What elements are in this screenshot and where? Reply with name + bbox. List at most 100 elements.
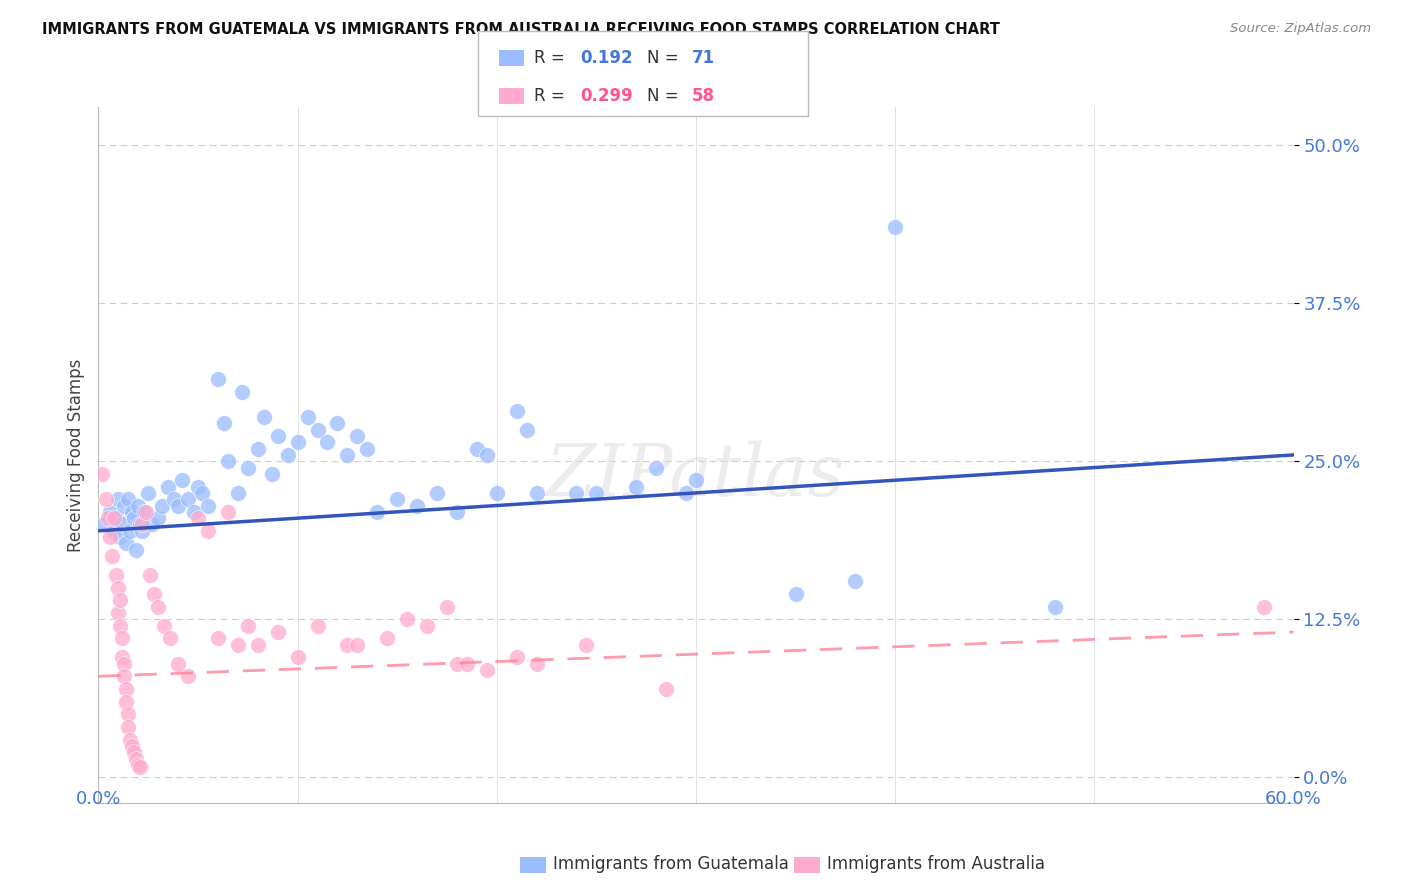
Point: [121, 739, 143, 753]
Point: [526, 486, 548, 500]
Point: [101, 549, 124, 563]
Point: [120, 732, 142, 747]
Point: [645, 460, 668, 475]
Point: [96, 492, 118, 507]
Point: [336, 448, 359, 462]
Point: [1043, 599, 1066, 614]
Point: [436, 599, 458, 614]
Point: [287, 435, 309, 450]
Point: [111, 650, 134, 665]
Point: [326, 417, 349, 431]
Point: [375, 632, 398, 646]
Point: [153, 618, 176, 632]
Point: [141, 517, 163, 532]
Text: Immigrants from Guatemala: Immigrants from Guatemala: [553, 855, 789, 873]
Point: [526, 657, 548, 671]
Point: [475, 448, 498, 462]
Point: [107, 492, 129, 507]
Point: [585, 486, 607, 500]
Point: [136, 486, 159, 500]
Point: [267, 429, 290, 443]
Point: [366, 505, 388, 519]
Point: [516, 423, 538, 437]
Point: [111, 517, 134, 532]
Point: [426, 486, 449, 500]
Point: [117, 707, 139, 722]
Point: [105, 568, 128, 582]
Point: [115, 536, 138, 550]
Point: [98, 505, 122, 519]
Text: IMMIGRANTS FROM GUATEMALA VS IMMIGRANTS FROM AUSTRALIA RECEIVING FOOD STAMPS COR: IMMIGRANTS FROM GUATEMALA VS IMMIGRANTS …: [42, 22, 1000, 37]
Point: [212, 417, 235, 431]
Point: [246, 638, 269, 652]
Text: N =: N =: [647, 87, 683, 105]
Point: [110, 530, 132, 544]
Point: [207, 632, 229, 646]
Point: [112, 499, 135, 513]
Point: [93, 517, 115, 532]
Point: [124, 745, 146, 759]
Point: [120, 524, 142, 538]
Point: [575, 638, 598, 652]
Point: [131, 517, 153, 532]
Point: [131, 524, 153, 538]
Point: [143, 587, 166, 601]
Point: [112, 669, 135, 683]
Point: [121, 505, 143, 519]
Point: [115, 695, 138, 709]
Point: [446, 657, 468, 671]
Text: R =: R =: [534, 49, 571, 67]
Point: [231, 384, 253, 399]
Point: [506, 650, 529, 665]
Point: [197, 499, 219, 513]
Point: [844, 574, 866, 589]
Point: [385, 492, 409, 507]
Point: [163, 492, 186, 507]
Point: [336, 638, 359, 652]
Point: [103, 511, 125, 525]
Point: [107, 581, 129, 595]
Point: [167, 499, 190, 513]
Point: [277, 448, 299, 462]
Point: [346, 429, 368, 443]
Point: [159, 632, 181, 646]
Point: [356, 442, 378, 456]
Point: [217, 454, 239, 468]
Point: [287, 650, 309, 665]
Point: [316, 435, 339, 450]
Point: [167, 657, 190, 671]
Point: [465, 442, 488, 456]
Point: [91, 467, 114, 481]
Point: [236, 460, 259, 475]
Point: [111, 632, 134, 646]
Point: [197, 524, 219, 538]
Point: [177, 492, 200, 507]
Point: [226, 638, 249, 652]
Point: [485, 486, 508, 500]
Point: [150, 499, 173, 513]
Point: [135, 505, 157, 519]
Point: [148, 511, 170, 525]
Point: [127, 499, 149, 513]
Text: 71: 71: [692, 49, 714, 67]
Point: [187, 511, 209, 525]
Text: 0.192: 0.192: [581, 49, 633, 67]
Point: [115, 681, 138, 696]
Point: [307, 423, 329, 437]
Point: [396, 612, 419, 626]
Point: [124, 511, 146, 525]
Point: [125, 751, 148, 765]
Point: [129, 760, 152, 774]
Point: [565, 486, 588, 500]
Point: [253, 409, 276, 424]
Text: 58: 58: [692, 87, 714, 105]
Point: [98, 530, 122, 544]
Point: [177, 669, 200, 683]
Text: Source: ZipAtlas.com: Source: ZipAtlas.com: [1230, 22, 1371, 36]
Point: [655, 681, 678, 696]
Point: [129, 517, 152, 532]
Point: [105, 511, 128, 525]
Point: [110, 618, 132, 632]
Point: [117, 492, 139, 507]
Text: N =: N =: [647, 49, 683, 67]
